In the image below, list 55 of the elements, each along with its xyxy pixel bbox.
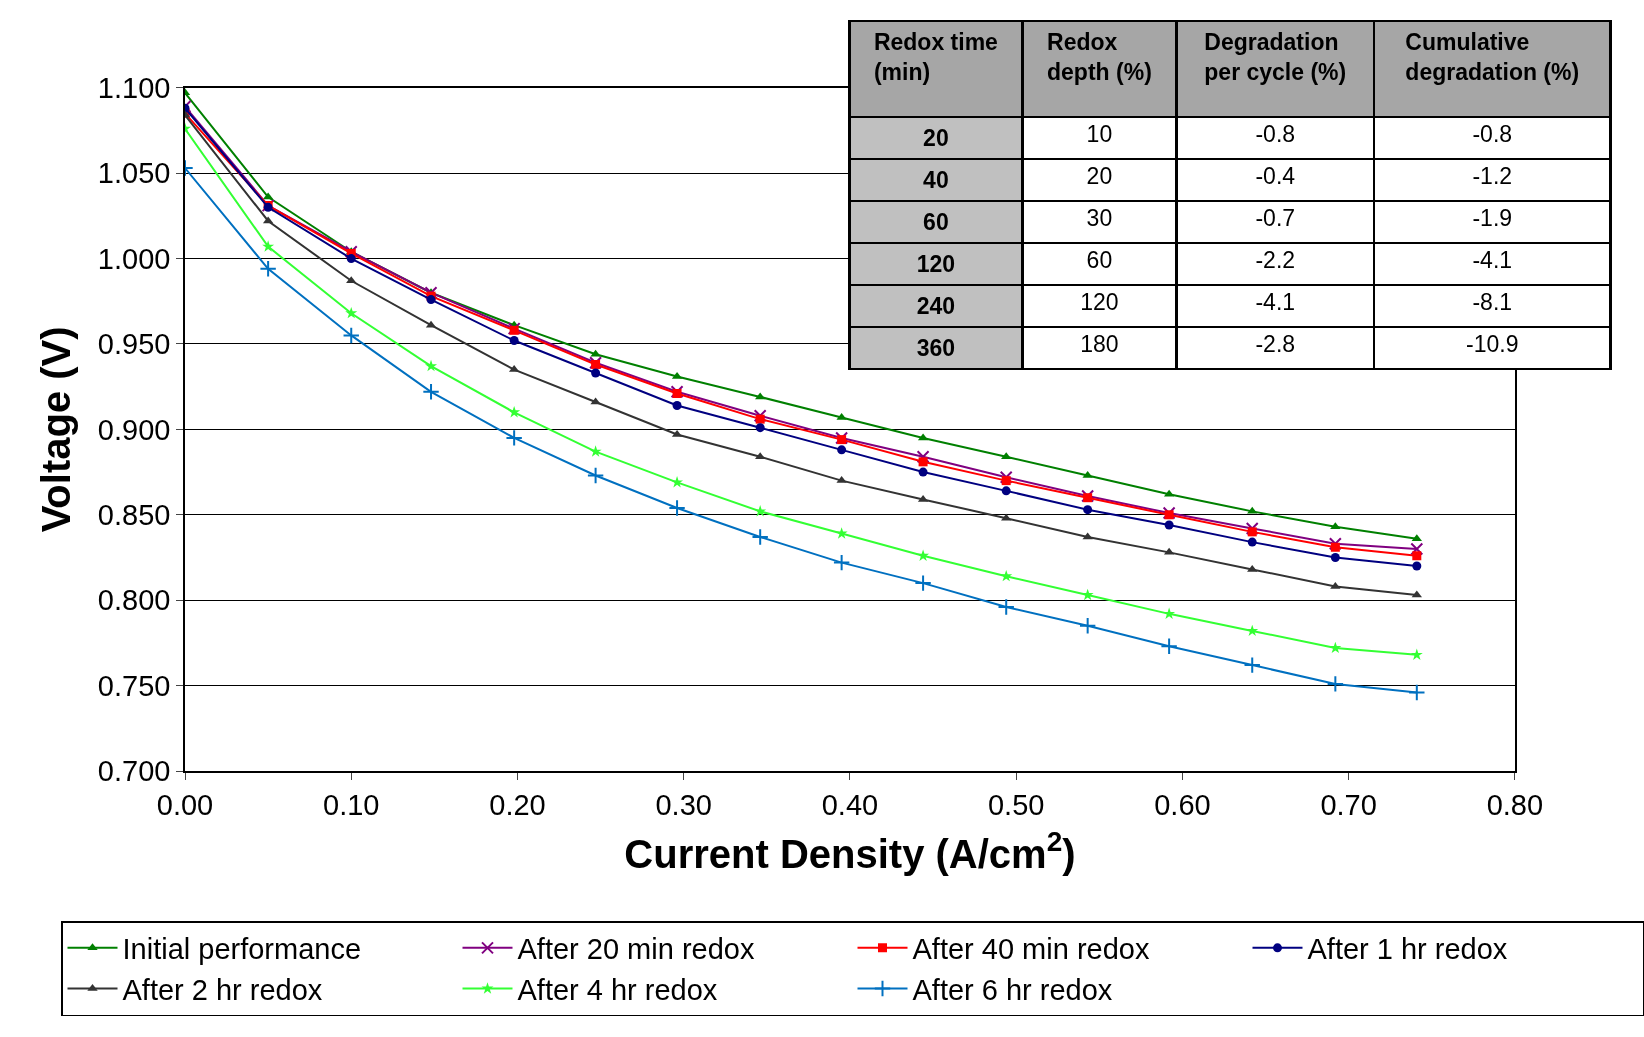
category-label: Redox time (min) bbox=[873, 29, 998, 85]
x-tick-label: 0.30 bbox=[655, 788, 712, 821]
category-label: Cumulative degradation (%) bbox=[1405, 29, 1580, 85]
legend-label: After 20 min redox bbox=[517, 933, 755, 966]
x-tick-label: 0.50 bbox=[987, 788, 1045, 821]
x-tick-label: 0.10 bbox=[323, 788, 380, 821]
category-label: 60 bbox=[923, 209, 949, 235]
legend-label: After 4 hr redox bbox=[517, 973, 718, 1006]
category-label: Degradation per cycle (%) bbox=[1204, 29, 1347, 85]
text: -1.9 bbox=[1472, 205, 1513, 232]
legend-label: After 2 hr redox bbox=[122, 973, 323, 1006]
y-tick-label: 1.050 bbox=[97, 157, 171, 190]
y-tick-label: 1.100 bbox=[97, 71, 171, 104]
text: -10.9 bbox=[1466, 331, 1519, 358]
text: -0.8 bbox=[1472, 121, 1513, 148]
category-label: 240 bbox=[916, 293, 956, 319]
y-tick-label: 0.950 bbox=[97, 328, 171, 361]
x-tick-label: 0.80 bbox=[1486, 788, 1544, 821]
text: 120 bbox=[1080, 289, 1119, 316]
text: 180 bbox=[1080, 331, 1119, 358]
legend-label: Initial performance bbox=[122, 933, 362, 966]
x-tick-label: 0.70 bbox=[1320, 788, 1377, 821]
y-axis-title: Voltage (V) bbox=[33, 326, 78, 533]
text: -1.2 bbox=[1472, 163, 1513, 190]
category-label: 20 bbox=[923, 125, 949, 151]
text: 10 bbox=[1086, 121, 1113, 148]
x-axis-title: Current Density (A/cm$^{2}$) bbox=[624, 825, 1076, 876]
legend-label: After 6 hr redox bbox=[912, 973, 1113, 1006]
y-tick-label: 0.900 bbox=[97, 413, 171, 446]
text: -0.8 bbox=[1255, 121, 1296, 148]
legend-label: After 40 min redox bbox=[912, 933, 1150, 966]
text: 60 bbox=[1086, 247, 1113, 274]
x-tick-label: 0.00 bbox=[156, 788, 214, 821]
category-label: 360 bbox=[916, 335, 956, 361]
x-tick-label: 0.60 bbox=[1154, 788, 1211, 821]
text: -4.1 bbox=[1255, 289, 1296, 316]
text: 30 bbox=[1086, 205, 1113, 232]
category-label: 120 bbox=[916, 251, 956, 277]
text: -0.4 bbox=[1255, 163, 1296, 190]
y-tick-label: 0.850 bbox=[97, 498, 171, 531]
text: 20 bbox=[1086, 163, 1113, 190]
text: -8.1 bbox=[1472, 289, 1513, 316]
legend-label: After 1 hr redox bbox=[1307, 933, 1508, 966]
y-tick-label: 0.800 bbox=[97, 584, 171, 617]
category-label: 40 bbox=[923, 167, 949, 193]
text: -4.1 bbox=[1472, 247, 1513, 274]
x-tick-label: 0.20 bbox=[489, 788, 546, 821]
x-tick-label: 0.40 bbox=[821, 788, 879, 821]
text: -2.8 bbox=[1255, 331, 1296, 358]
text: -0.7 bbox=[1255, 205, 1296, 232]
text: -2.2 bbox=[1255, 247, 1296, 274]
y-tick-label: 0.700 bbox=[97, 755, 171, 788]
category-label: Redox depth (%) bbox=[1047, 29, 1152, 85]
y-tick-label: 0.750 bbox=[97, 669, 171, 702]
y-tick-label: 1.000 bbox=[97, 242, 171, 275]
